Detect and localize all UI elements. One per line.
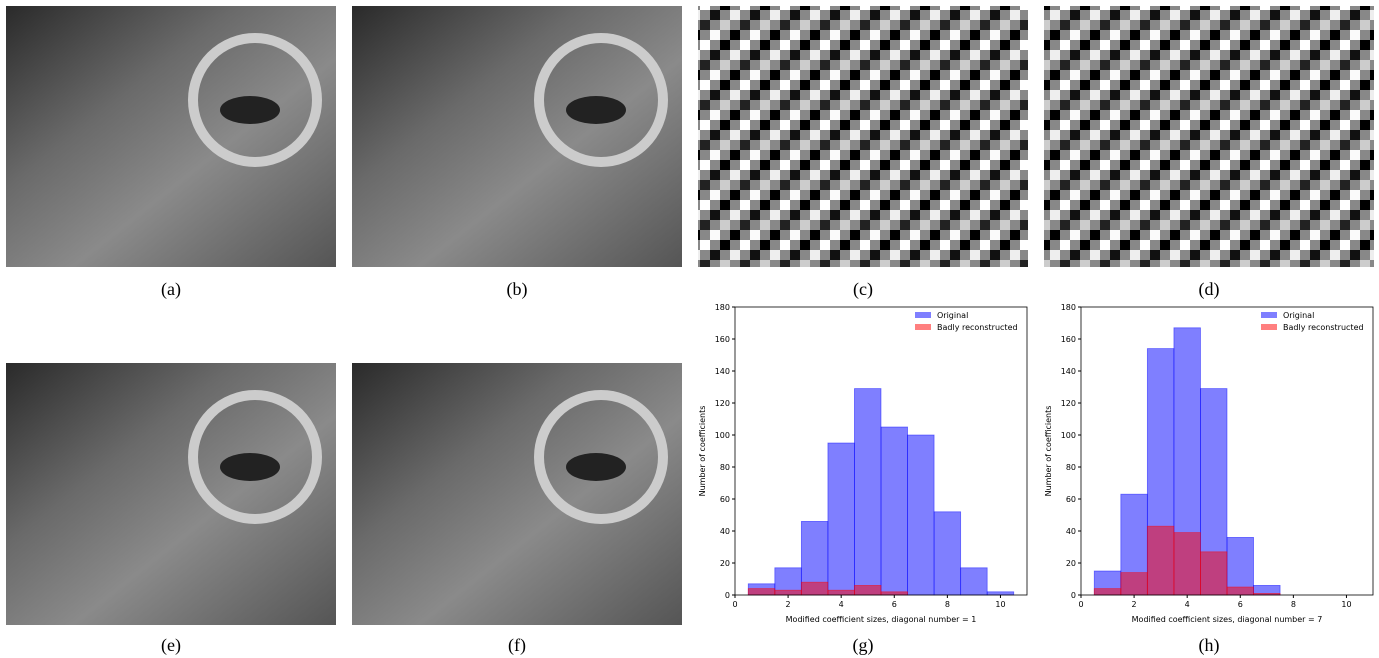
histogram-bar xyxy=(774,589,802,596)
caption: (f) xyxy=(508,635,526,656)
y-tick-label: 100 xyxy=(715,431,730,440)
legend-label: Badly reconstructed xyxy=(937,323,1018,332)
legend-label: Original xyxy=(937,311,968,320)
histogram-bar xyxy=(880,426,908,596)
x-tick-label: 4 xyxy=(839,600,844,609)
histogram-bar xyxy=(933,511,962,596)
legend-label: Badly reconstructed xyxy=(1283,323,1364,332)
legend-swatch xyxy=(1261,312,1277,318)
photo xyxy=(352,363,682,625)
y-tick-label: 20 xyxy=(1066,559,1076,568)
y-tick-label: 20 xyxy=(720,559,730,568)
y-axis-label: Number of coefficients xyxy=(698,406,707,497)
y-tick-label: 0 xyxy=(725,591,730,600)
histogram-bar xyxy=(827,589,855,596)
histogram-bar xyxy=(1093,588,1122,596)
histogram-bar xyxy=(800,581,829,596)
x-tick-label: 8 xyxy=(945,600,950,609)
histogram-bar xyxy=(880,591,908,596)
x-tick-label: 2 xyxy=(786,600,791,609)
caption: (c) xyxy=(853,279,873,300)
plot-frame xyxy=(734,306,1028,596)
y-tick-label: 80 xyxy=(1066,463,1076,472)
y-tick-label: 120 xyxy=(1061,399,1076,408)
photo xyxy=(6,6,336,267)
y-tick-label: 120 xyxy=(715,399,730,408)
legend-swatch xyxy=(915,312,931,318)
x-tick-label: 2 xyxy=(1132,600,1137,609)
legend-label: Original xyxy=(1283,311,1314,320)
y-tick-label: 60 xyxy=(1066,495,1076,504)
y-tick-label: 140 xyxy=(715,367,730,376)
caption: (d) xyxy=(1199,279,1220,300)
x-axis-label: Modified coefficient sizes, diagonal num… xyxy=(1132,615,1323,624)
histogram-bar xyxy=(747,588,776,596)
image-panels xyxy=(6,6,1374,625)
x-tick-label: 6 xyxy=(1238,600,1243,609)
histogram-bar xyxy=(854,388,882,596)
y-tick-label: 80 xyxy=(720,463,730,472)
histogram-bar xyxy=(986,591,1015,596)
histogram-bar xyxy=(1200,551,1228,596)
y-axis-label: Number of coefficients xyxy=(1044,406,1053,497)
histogram-bar xyxy=(1120,572,1148,596)
y-tick-label: 0 xyxy=(1071,591,1076,600)
plot-frame xyxy=(1080,306,1374,596)
y-tick-label: 180 xyxy=(1061,303,1076,312)
x-axis-label: Modified coefficient sizes, diagonal num… xyxy=(786,615,977,624)
histogram-bar xyxy=(1173,532,1201,596)
histogram-bar xyxy=(1146,525,1175,596)
histogram-bar xyxy=(1226,586,1254,596)
photo xyxy=(6,363,336,625)
block-image xyxy=(1044,6,1374,267)
histogram-bar xyxy=(907,434,935,596)
photo xyxy=(352,6,682,267)
legend-swatch xyxy=(915,324,931,330)
histogram-bar xyxy=(960,567,988,596)
y-tick-label: 160 xyxy=(715,335,730,344)
caption: (g) xyxy=(853,635,874,656)
y-tick-label: 40 xyxy=(1066,527,1076,536)
histogram-bar xyxy=(1226,537,1254,596)
block-image xyxy=(698,6,1028,267)
caption: (b) xyxy=(507,279,528,300)
x-tick-label: 0 xyxy=(1078,600,1083,609)
histogram-bar xyxy=(827,442,855,596)
caption: (h) xyxy=(1199,635,1220,656)
x-tick-label: 6 xyxy=(892,600,897,609)
y-tick-label: 60 xyxy=(720,495,730,504)
histogram-bar xyxy=(854,585,882,596)
y-tick-label: 100 xyxy=(1061,431,1076,440)
y-tick-label: 180 xyxy=(715,303,730,312)
y-tick-label: 40 xyxy=(720,527,730,536)
x-tick-label: 0 xyxy=(732,600,737,609)
caption: (e) xyxy=(161,635,181,656)
x-tick-label: 8 xyxy=(1291,600,1296,609)
x-tick-label: 10 xyxy=(1341,600,1351,609)
legend-swatch xyxy=(1261,324,1277,330)
x-tick-label: 4 xyxy=(1185,600,1190,609)
y-tick-label: 140 xyxy=(1061,367,1076,376)
caption: (a) xyxy=(161,279,181,300)
x-tick-label: 10 xyxy=(995,600,1005,609)
y-tick-label: 160 xyxy=(1061,335,1076,344)
